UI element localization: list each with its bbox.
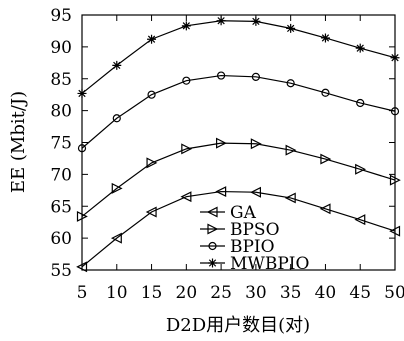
- series-bpio: [77, 71, 400, 153]
- x-tick-label: 50: [384, 283, 404, 303]
- legend-label-ga: GA: [230, 203, 257, 223]
- x-tick-label: 10: [106, 283, 128, 303]
- legend-label-mwbpio: MWBPIO: [230, 254, 309, 274]
- x-tick-label: 40: [315, 283, 337, 303]
- data-point-bpso: [250, 138, 262, 150]
- data-point-mwbpio: [147, 34, 157, 44]
- data-point-ga: [76, 261, 88, 273]
- data-point-bpso: [181, 143, 193, 155]
- data-point-ga: [354, 214, 366, 226]
- y-tick-label: 90: [50, 38, 72, 58]
- data-point-mwbpio: [286, 23, 296, 33]
- y-axis-title: EE (Mbit/J): [8, 91, 29, 193]
- series-line-bpso: [81, 142, 396, 217]
- legend-marker-bpio: [208, 241, 217, 251]
- x-tick-label: 35: [280, 283, 302, 303]
- series-line-mwbpio: [81, 20, 396, 94]
- y-tick-label: 75: [50, 134, 72, 154]
- y-tick-label: 85: [50, 70, 72, 90]
- y-tick-label: 65: [50, 197, 72, 217]
- series-line-bpio: [81, 74, 396, 149]
- data-point-bpso: [285, 144, 297, 156]
- x-tick-label: 25: [210, 283, 232, 303]
- x-axis-title: D2D用户数目(对): [166, 315, 310, 336]
- data-point-bpso: [355, 163, 367, 175]
- data-point-bpso: [111, 182, 123, 194]
- data-point-bpio: [112, 114, 121, 123]
- series-ga: [76, 186, 401, 273]
- y-tick-label: 95: [50, 6, 72, 26]
- data-point-bpso: [76, 210, 88, 222]
- axis-ticks: 5 10 15 20 25 30 35 40 45 50 55 60 65 70 75 80 85 90 95: [50, 6, 404, 303]
- y-tick-label: 55: [50, 261, 72, 281]
- data-point-mwbpio: [355, 43, 365, 53]
- data-point-bpio: [217, 71, 226, 80]
- data-point-bpio: [390, 107, 400, 116]
- data-point-bpio: [251, 72, 260, 81]
- data-point-ga: [180, 191, 192, 203]
- x-tick-label: 5: [77, 283, 88, 303]
- data-point-ga: [110, 232, 122, 244]
- data-point-bpio: [321, 88, 330, 97]
- x-tick-label: 15: [141, 283, 163, 303]
- data-point-mwbpio: [181, 21, 191, 31]
- data-series: [76, 16, 401, 273]
- data-point-ga: [215, 186, 227, 198]
- series-line-ga: [81, 190, 396, 268]
- legend-marker-ga: [206, 206, 218, 218]
- x-tick-label: 30: [245, 283, 267, 303]
- x-tick-label: 20: [176, 283, 198, 303]
- data-point-bpso: [389, 174, 401, 186]
- data-point-mwbpio: [216, 16, 226, 26]
- data-point-mwbpio: [77, 88, 87, 98]
- data-point-ga: [284, 192, 296, 204]
- data-point-bpio: [182, 76, 191, 85]
- series-bpso: [76, 137, 401, 222]
- legend-marker-bpso: [207, 223, 219, 235]
- data-point-mwbpio: [320, 33, 330, 43]
- data-point-ga: [319, 203, 331, 215]
- data-point-bpio: [77, 144, 87, 153]
- data-point-bpso: [216, 137, 227, 149]
- data-point-bpio: [147, 90, 156, 99]
- y-tick-label: 60: [50, 229, 72, 249]
- data-point-bpio: [286, 79, 295, 88]
- legend-label-bpio: BPIO: [230, 237, 275, 257]
- legend-label-bpso: BPSO: [230, 220, 280, 240]
- data-point-ga: [389, 225, 401, 237]
- data-point-bpso: [320, 153, 332, 165]
- data-point-ga: [145, 206, 157, 218]
- data-point-mwbpio: [390, 53, 400, 63]
- data-point-ga: [250, 186, 261, 198]
- data-point-bpio: [356, 98, 365, 108]
- data-point-mwbpio: [251, 16, 261, 26]
- data-point-bpso: [146, 157, 158, 169]
- data-point-mwbpio: [112, 60, 122, 70]
- series-mwbpio: [77, 16, 400, 98]
- legend-marker-mwbpio: [208, 258, 217, 268]
- y-tick-label: 70: [50, 165, 72, 185]
- y-tick-label: 80: [50, 102, 72, 122]
- x-tick-label: 45: [349, 283, 371, 303]
